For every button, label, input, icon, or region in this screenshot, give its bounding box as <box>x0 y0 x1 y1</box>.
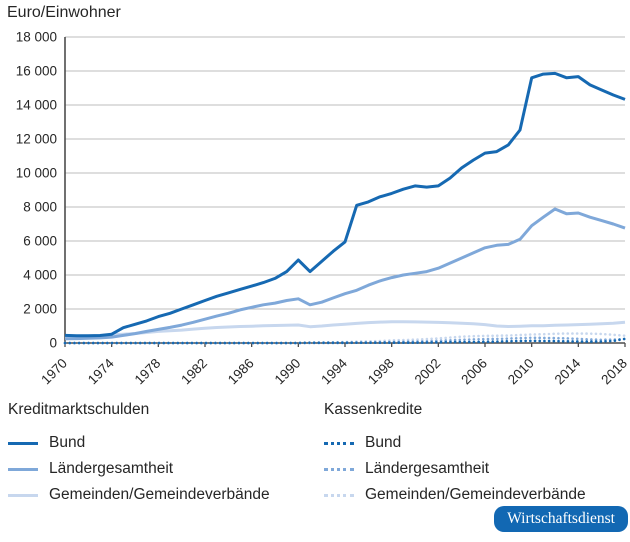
y-tick-label: 8 000 <box>23 200 57 215</box>
legend-group-title: Kreditmarktschulden <box>8 401 150 418</box>
legend-item-label: Ländergesamtheit <box>365 460 490 477</box>
legend-item-label: Bund <box>49 434 86 451</box>
x-tick-label: 1970 <box>38 356 70 388</box>
line-swatch-solid-dark-blue <box>8 441 38 445</box>
y-tick-label: 16 000 <box>16 64 57 79</box>
x-tick-label: 2014 <box>552 355 584 387</box>
legend-item-label: Ländergesamtheit <box>49 460 174 477</box>
x-tick-label: 2018 <box>598 356 630 388</box>
x-tick-label: 1974 <box>85 355 117 387</box>
series-line-kreditmarktschulden-laender <box>64 207 626 341</box>
series-line-kassenkredite-gemeinden <box>63 332 627 345</box>
line-swatch-dotted-dark-blue <box>324 441 354 445</box>
legend-group-kreditmarktschulden: Kreditmarktschulden Bund Ländergesamthei… <box>8 401 324 508</box>
y-tick-label: 4 000 <box>23 268 57 283</box>
y-tick-label: 0 <box>49 336 57 351</box>
line-swatch-dotted-medium-blue <box>324 467 354 471</box>
legend-item-label: Gemeinden/Gemeindeverbände <box>365 486 586 503</box>
y-tick-label: 6 000 <box>23 234 57 249</box>
series-line-kassenkredite-bund <box>63 337 627 345</box>
y-tick-label: 10 000 <box>16 166 57 181</box>
x-tick-label: 1982 <box>178 356 210 388</box>
legend-item-label: Gemeinden/Gemeindeverbände <box>49 486 270 503</box>
legend-group-kassenkredite: Kassenkredite Bund Ländergesamtheit Geme… <box>324 401 624 508</box>
line-swatch-solid-medium-blue <box>8 467 38 471</box>
legend-item-kassenkredite-laender: Ländergesamtheit <box>324 456 624 482</box>
legend-item-kreditmarktschulden-laender: Ländergesamtheit <box>8 456 324 482</box>
line-swatch-dotted-light-blue <box>324 493 354 497</box>
y-axis-unit-label: Euro/Einwohner <box>7 4 121 21</box>
legend: Kreditmarktschulden Bund Ländergesamthei… <box>8 401 624 508</box>
debt-per-capita-chart: 0 2 000 4 000 6 000 8 000 10 000 12 000 14 000 1… <box>16 30 630 388</box>
x-tick-label: 2002 <box>412 356 444 388</box>
legend-item-kreditmarktschulden-gemeinden: Gemeinden/Gemeindeverbände <box>8 482 324 508</box>
x-tick-label: 1986 <box>225 356 257 388</box>
x-tick-label: 1998 <box>365 356 397 388</box>
x-tick-label: 1994 <box>318 355 350 387</box>
legend-item-label: Bund <box>365 434 402 451</box>
series-line-kreditmarktschulden-gemeinden <box>64 320 626 338</box>
x-tick-label: 2010 <box>505 356 537 388</box>
series-line-kreditmarktschulden-bund <box>64 71 626 338</box>
line-swatch-solid-light-blue <box>8 493 38 497</box>
y-tick-label: 18 000 <box>16 30 57 45</box>
y-tick-label: 12 000 <box>16 132 57 147</box>
x-tick-label: 2006 <box>458 356 490 388</box>
legend-item-kassenkredite-bund: Bund <box>324 430 624 456</box>
wirtschaftsdienst-badge: Wirtschaftsdienst <box>494 506 628 532</box>
legend-item-kreditmarktschulden-bund: Bund <box>8 430 324 456</box>
x-tick-label: 1978 <box>132 356 164 388</box>
x-tick-label: 1990 <box>272 356 304 388</box>
y-tick-label: 14 000 <box>16 98 57 113</box>
legend-item-kassenkredite-gemeinden: Gemeinden/Gemeindeverbände <box>324 482 624 508</box>
y-tick-label: 2 000 <box>23 302 57 317</box>
legend-group-title: Kassenkredite <box>324 401 423 418</box>
